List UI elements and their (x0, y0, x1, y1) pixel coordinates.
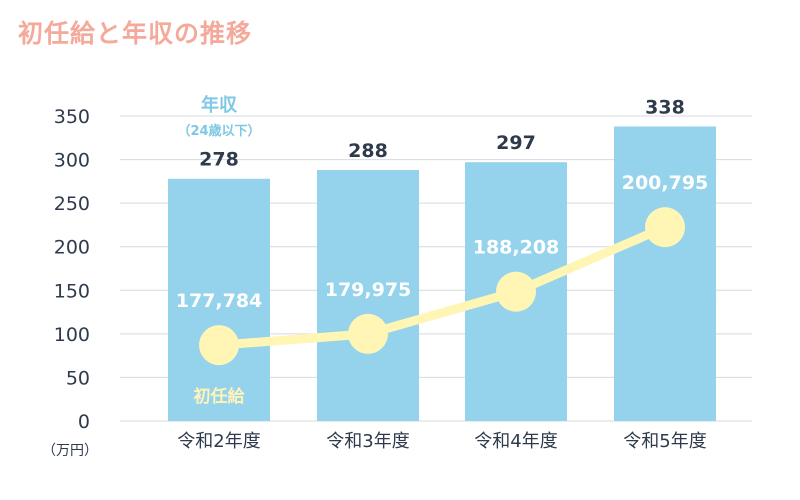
series-label-annual-income: 年収 (201, 94, 238, 116)
line-point (348, 313, 388, 354)
y-tick-label: 150 (54, 280, 90, 302)
line-point (496, 271, 536, 312)
y-tick-label: 300 (54, 150, 90, 172)
chart-title: 初任給と年収の推移 (18, 19, 253, 48)
bar (168, 178, 270, 421)
y-tick-label: 350 (54, 106, 90, 128)
bar-value-label: 278 (199, 149, 239, 171)
y-tick-label: 250 (54, 193, 90, 215)
bars (168, 126, 716, 421)
y-tick-label: 0 (78, 411, 90, 433)
line-value-label: 188,208 (473, 237, 560, 259)
line-value-label: 179,975 (325, 279, 412, 301)
series-label-annual-income-sub: （24歳以下） (177, 123, 260, 139)
bar-value-label: 297 (496, 132, 536, 154)
series-labels: 年収 （24歳以下） 初任給 (177, 94, 260, 407)
line-path (214, 222, 670, 350)
series-label-starting-salary: 初任給 (194, 386, 246, 407)
y-unit-label: （万円） (42, 443, 98, 459)
line-value-labels: 177,784 179,975 188,208 200,795 (176, 172, 709, 312)
bar (614, 126, 716, 421)
line-value-label: 177,784 (176, 290, 263, 312)
bar-value-label: 338 (645, 96, 685, 118)
category-label: 令和2年度 (177, 431, 260, 452)
y-tick-label: 100 (54, 324, 90, 346)
line-point (645, 207, 685, 248)
bar-value-label: 288 (348, 140, 388, 162)
y-tick-labels: 0 50 100 150 200 250 300 350 (54, 106, 90, 433)
category-label: 令和3年度 (326, 431, 409, 452)
category-label: 令和4年度 (474, 431, 557, 452)
y-tick-label: 200 (54, 237, 90, 259)
bar-value-labels: 278 288 297 338 (199, 96, 685, 170)
y-tick-label: 50 (66, 367, 90, 389)
bar (317, 170, 419, 421)
category-labels: 令和2年度 令和3年度 令和4年度 令和5年度 (177, 431, 706, 452)
line-value-label: 200,795 (622, 172, 709, 194)
line-series (199, 207, 685, 366)
line-point (199, 325, 239, 366)
category-label: 令和5年度 (623, 431, 706, 452)
